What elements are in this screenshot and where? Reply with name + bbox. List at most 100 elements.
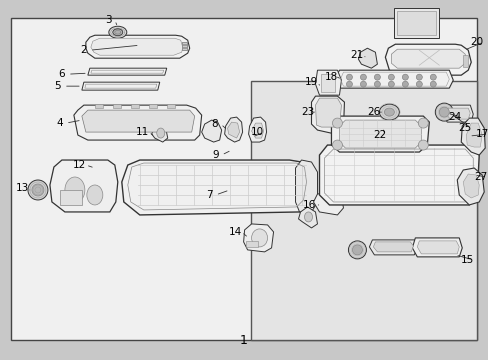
Text: 17: 17 — [475, 129, 488, 139]
Text: 1: 1 — [239, 334, 247, 347]
Text: 10: 10 — [250, 127, 264, 137]
Bar — [462, 55, 468, 67]
Polygon shape — [441, 105, 472, 122]
Ellipse shape — [387, 74, 393, 80]
Bar — [148, 104, 157, 108]
Polygon shape — [416, 241, 458, 254]
Bar — [11, 18, 476, 340]
Polygon shape — [50, 160, 118, 212]
Bar — [245, 241, 257, 247]
Ellipse shape — [379, 104, 399, 120]
Text: 14: 14 — [228, 227, 242, 237]
Text: 26: 26 — [366, 107, 379, 117]
Bar — [182, 42, 186, 44]
Text: 21: 21 — [349, 50, 362, 60]
Ellipse shape — [415, 74, 422, 80]
Ellipse shape — [28, 180, 48, 200]
Ellipse shape — [402, 74, 407, 80]
Text: 2: 2 — [81, 45, 87, 55]
Text: 3: 3 — [105, 15, 112, 25]
Ellipse shape — [360, 81, 366, 87]
Text: 12: 12 — [73, 160, 86, 170]
Bar — [130, 104, 139, 108]
Polygon shape — [445, 108, 469, 119]
Bar — [397, 11, 435, 35]
Text: 24: 24 — [447, 112, 461, 122]
Bar — [166, 104, 174, 108]
Ellipse shape — [348, 241, 366, 259]
Polygon shape — [456, 168, 483, 205]
Polygon shape — [462, 174, 478, 198]
Ellipse shape — [304, 212, 312, 222]
Polygon shape — [298, 207, 317, 228]
Polygon shape — [390, 49, 464, 68]
Polygon shape — [368, 240, 416, 255]
Text: 11: 11 — [136, 127, 149, 137]
Text: 9: 9 — [212, 150, 219, 160]
Polygon shape — [465, 123, 481, 147]
Polygon shape — [313, 192, 343, 215]
Ellipse shape — [429, 81, 435, 87]
Bar — [321, 74, 335, 92]
Text: 15: 15 — [460, 255, 473, 265]
Ellipse shape — [387, 81, 393, 87]
Text: 4: 4 — [57, 118, 63, 128]
Text: 18: 18 — [324, 72, 337, 82]
Polygon shape — [248, 117, 266, 142]
Polygon shape — [315, 98, 341, 127]
Polygon shape — [460, 118, 484, 155]
Ellipse shape — [251, 229, 267, 247]
Ellipse shape — [360, 74, 366, 80]
Text: 22: 22 — [372, 130, 385, 140]
Text: 19: 19 — [304, 77, 318, 87]
Polygon shape — [91, 38, 183, 55]
Ellipse shape — [65, 177, 85, 203]
Polygon shape — [201, 120, 221, 142]
Text: 16: 16 — [302, 200, 315, 210]
Polygon shape — [311, 96, 344, 134]
Polygon shape — [227, 122, 239, 138]
Polygon shape — [86, 35, 189, 58]
Polygon shape — [81, 82, 160, 90]
Text: 5: 5 — [55, 81, 61, 91]
Polygon shape — [331, 116, 428, 152]
Text: 8: 8 — [211, 119, 218, 129]
Polygon shape — [358, 48, 377, 68]
Ellipse shape — [415, 81, 422, 87]
Ellipse shape — [109, 26, 126, 38]
Polygon shape — [122, 160, 311, 215]
Text: 27: 27 — [474, 172, 487, 182]
Ellipse shape — [374, 74, 380, 80]
Ellipse shape — [417, 118, 427, 128]
Polygon shape — [385, 44, 470, 75]
Ellipse shape — [157, 128, 164, 138]
Ellipse shape — [113, 29, 122, 36]
Text: 7: 7 — [206, 190, 213, 200]
Bar — [393, 8, 438, 38]
Bar — [182, 48, 186, 50]
Polygon shape — [243, 224, 273, 252]
Ellipse shape — [32, 184, 44, 196]
Text: 6: 6 — [59, 69, 65, 79]
Ellipse shape — [417, 140, 427, 150]
Ellipse shape — [346, 74, 352, 80]
Polygon shape — [151, 124, 167, 142]
Ellipse shape — [352, 245, 362, 255]
Ellipse shape — [402, 81, 407, 87]
Polygon shape — [81, 110, 194, 132]
Text: 20: 20 — [470, 37, 483, 47]
Ellipse shape — [87, 185, 102, 205]
Polygon shape — [335, 70, 452, 88]
Text: 13: 13 — [15, 183, 28, 193]
Bar — [113, 104, 121, 108]
Polygon shape — [251, 123, 263, 138]
Polygon shape — [88, 68, 166, 75]
Polygon shape — [373, 242, 412, 252]
Ellipse shape — [384, 108, 393, 116]
Ellipse shape — [438, 107, 448, 117]
Bar — [95, 104, 102, 108]
Polygon shape — [295, 160, 317, 212]
Bar — [251, 81, 476, 340]
Ellipse shape — [429, 74, 435, 80]
Text: 25: 25 — [458, 123, 471, 133]
